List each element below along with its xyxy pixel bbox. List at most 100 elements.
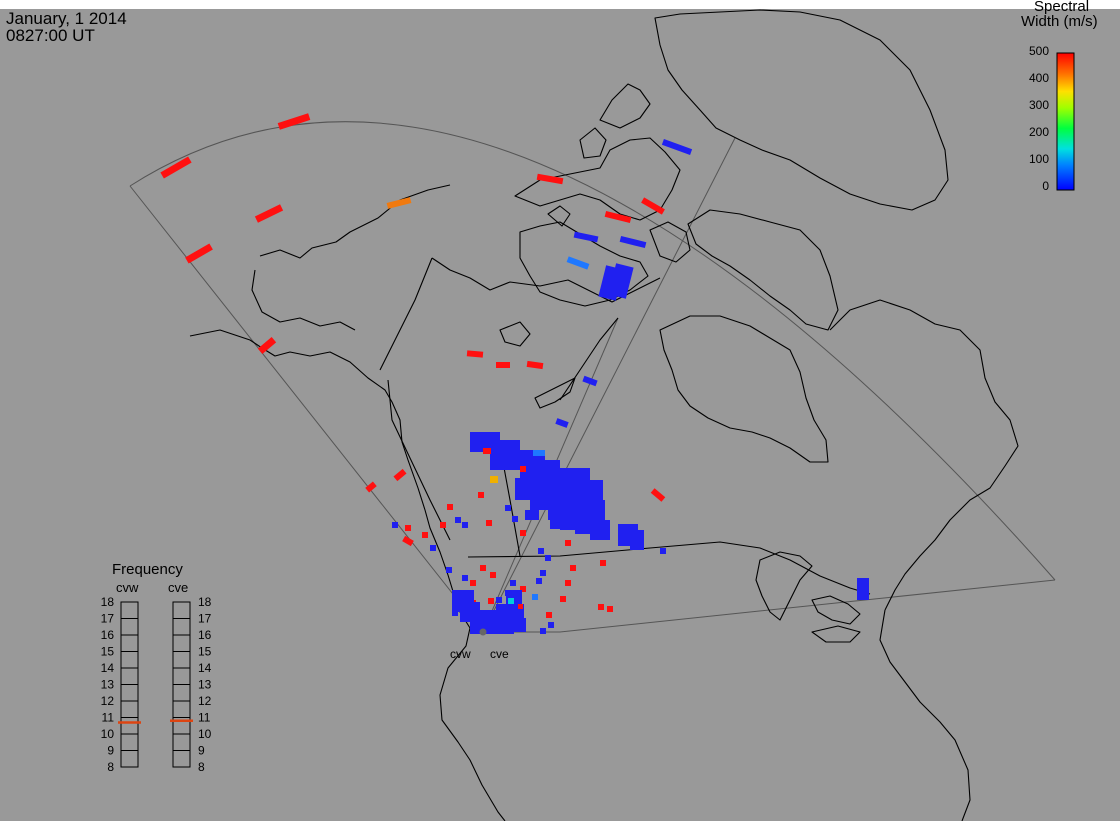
radar-cell: [185, 243, 213, 264]
radar-cell: [598, 604, 604, 610]
radar-cell: [496, 597, 502, 603]
radar-cell: [560, 596, 566, 602]
radar-cell: [488, 598, 494, 604]
radar-cell: [520, 466, 526, 472]
radar-cell: [490, 476, 498, 483]
radar-cell: [520, 530, 526, 536]
radar-cell: [462, 522, 468, 528]
frequency-scale-cell: [172, 634, 191, 652]
radar-cell: [532, 594, 538, 600]
radar-cell: [582, 375, 598, 387]
radar-cell: [555, 418, 569, 428]
frequency-scale-label: 17: [101, 612, 115, 626]
radar-cell: [277, 113, 311, 130]
radar-cell: [486, 520, 492, 526]
frequency-scale-label: 8: [107, 760, 114, 774]
frequency-scale-cell: [120, 750, 139, 768]
radar-cell: [548, 622, 554, 628]
radar-cell: [430, 545, 436, 551]
radar-cell: [600, 560, 606, 566]
radar-cell: [536, 578, 542, 584]
radar-cell: [393, 468, 407, 482]
frequency-scale-label: 12: [101, 694, 115, 708]
colorbar-ticks: 500 400 300 200 100 0: [1029, 44, 1049, 193]
radar-cell: [641, 197, 665, 215]
radar-cell: [254, 204, 284, 223]
frequency-scale-label: 8: [198, 760, 205, 774]
colorbar-tick-label: 500: [1029, 44, 1049, 58]
radar-cell: [619, 235, 647, 249]
radar-cell: [422, 532, 428, 538]
radar-cell: [470, 580, 476, 586]
radar-cell: [661, 139, 693, 155]
frequency-scale-label: 10: [101, 727, 115, 741]
frequency-scale-label: 16: [198, 628, 212, 642]
radar-cell: [536, 173, 564, 185]
date-label: January, 1 2014: [6, 9, 127, 28]
radar-cell: [565, 540, 571, 546]
frequency-scale-cell: [120, 733, 139, 751]
frequency-scale-cell: [120, 601, 139, 619]
radar-cell: [545, 555, 551, 561]
frequency-scale-cell: [172, 750, 191, 768]
frequency-scale-cell: [120, 684, 139, 702]
frequency-scale-cell: [120, 700, 139, 718]
radar-cell: [508, 598, 514, 604]
radar-cell: [540, 570, 546, 576]
frequency-scale-cell: [172, 667, 191, 685]
frequency-title: Frequency: [112, 561, 183, 578]
frequency-scale-label: 14: [198, 661, 212, 675]
site-label-cve: cve: [490, 647, 509, 661]
colorbar: Spectral Width (m/s) 500 400 300 200 100 0: [1021, 0, 1098, 193]
radar-cell: [512, 618, 526, 632]
frequency-scale-label: 17: [198, 612, 212, 626]
frequency-scale-label: 14: [101, 661, 115, 675]
radar-sites: cvw cve: [450, 628, 509, 661]
radar-cell: [608, 263, 634, 299]
radar-cell: [525, 510, 539, 520]
frequency-scale-cell: [172, 733, 191, 751]
radar-cell: [392, 522, 398, 528]
colorbar-title-line1: Spectral: [1034, 0, 1089, 15]
frequency-scale-cell: [172, 601, 191, 619]
radar-cell: [446, 567, 452, 573]
radar-cell: [480, 565, 486, 571]
top-strip: [0, 0, 1120, 9]
radar-cell: [386, 197, 412, 209]
frequency-scales: 18 17 16 15 14 13 12 11 10 9 8 18 17 16 15 14 13 12 11 10 9 8: [101, 595, 212, 774]
radar-cell: [533, 450, 545, 456]
site-marker: [479, 628, 487, 636]
frequency-scale-cell: [120, 618, 139, 636]
radar-cell: [510, 580, 516, 586]
frequency-scale-cell: [172, 618, 191, 636]
radar-cell: [650, 488, 666, 502]
colorbar-tick-label: 300: [1029, 98, 1049, 112]
radar-cell: [496, 362, 510, 368]
radar-cell: [483, 448, 491, 454]
radar-cell: [538, 548, 544, 554]
radar-cell: [518, 604, 523, 609]
frequency-scale-label: 10: [198, 727, 212, 741]
frequency-scale-cell: [172, 651, 191, 669]
radar-cell: [402, 535, 414, 547]
radar-cell: [447, 504, 453, 510]
radar-cell: [573, 231, 599, 243]
radar-cell: [630, 530, 644, 550]
colorbar-tick-label: 100: [1029, 152, 1049, 166]
frequency-scale-label: 13: [101, 678, 115, 692]
frequency-scale-cell: [120, 651, 139, 669]
frequency-panel: Frequency cvw cve 1817161514131211109818…: [101, 561, 212, 774]
radar-cell: [607, 606, 613, 612]
radar-cell: [405, 525, 411, 531]
frequency-scale-label: 18: [198, 595, 212, 609]
frequency-scale-label: 12: [198, 694, 212, 708]
time-label: 0827:00 UT: [6, 26, 95, 45]
frequency-scale-label: 18: [101, 595, 115, 609]
frequency-scale-label: 16: [101, 628, 115, 642]
radar-cell: [660, 548, 666, 554]
colorbar-title-line2: Width (m/s): [1021, 13, 1098, 30]
radar-cell: [505, 505, 511, 511]
frequency-scale-cell: [120, 717, 139, 735]
